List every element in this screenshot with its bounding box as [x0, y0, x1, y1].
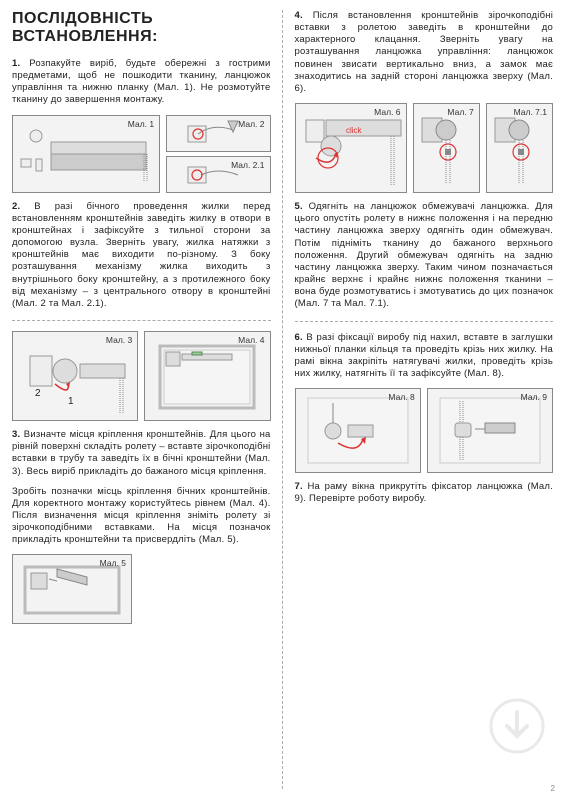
watermark-icon	[489, 698, 545, 754]
page: ПОСЛІДОВНІСТЬ ВСТАНОВЛЕННЯ: 1. Розпакуйт…	[0, 0, 565, 799]
fig-label: Мал. 7.1	[514, 107, 547, 117]
figure-2: Мал. 2	[166, 115, 270, 152]
drill-bracket-icon	[17, 559, 127, 619]
blind-assembly-icon	[16, 124, 156, 184]
left-column: ПОСЛІДОВНІСТЬ ВСТАНОВЛЕННЯ: 1. Розпакуйт…	[0, 0, 283, 799]
fig-label: Мал. 6	[374, 107, 400, 117]
figure-7: Мал. 7	[413, 103, 480, 193]
page-title: ПОСЛІДОВНІСТЬ ВСТАНОВЛЕННЯ:	[12, 10, 271, 46]
figure-6: Мал. 6 click	[295, 103, 407, 193]
figure-21: Мал. 2.1	[166, 156, 270, 193]
fig-label: Мал. 9	[521, 392, 547, 402]
step6-text: 6. В разі фіксації виробу під нахил, вст…	[295, 332, 554, 381]
page-number: 2	[551, 784, 555, 793]
vertical-divider	[282, 10, 283, 789]
step3-text2: Зробіть позначки місць кріплення бічних …	[12, 486, 271, 547]
fig-label: Мал. 2	[238, 119, 264, 129]
figure-71: Мал. 7.1	[486, 103, 553, 193]
fig-label: Мал. 3	[106, 335, 132, 345]
fig-label: Мал. 4	[238, 335, 264, 345]
step4-text: 4. Після встановлення кронштейнів зірочк…	[295, 10, 554, 95]
chain-limiter-icon	[416, 108, 476, 188]
figure-3: Мал. 3 2 1	[12, 331, 138, 421]
level-mount-icon	[152, 336, 262, 416]
step7-text: 7. На раму вікна прикрутіть фіксатор лан…	[295, 481, 554, 505]
fig-row-5: Мал. 5	[12, 554, 271, 624]
step5-text: 5. Одягніть на ланцюжок обмежувачі ланцю…	[295, 201, 554, 310]
h-divider-r	[295, 321, 554, 322]
figure-8: Мал. 8	[295, 388, 421, 473]
svg-text:2: 2	[35, 388, 41, 399]
chain-limiter2-icon	[489, 108, 549, 188]
figure-1: Мал. 1	[12, 115, 160, 193]
chain-fixer-icon	[435, 393, 545, 468]
figure-9: Мал. 9	[427, 388, 553, 473]
figure-4: Мал. 4	[144, 331, 270, 421]
step2-text: 2. В разі бічного проведення жилки перед…	[12, 201, 271, 310]
bracket-assembly-icon: 2 1	[20, 336, 130, 416]
fig-row-67: Мал. 6 click Мал. 7	[295, 103, 554, 193]
h-divider	[12, 320, 271, 321]
right-column: 4. Після встановлення кронштейнів зірочк…	[283, 0, 565, 799]
click-mount-icon: click	[296, 108, 406, 188]
figure-5: Мал. 5	[12, 554, 132, 624]
fig-label: Мал. 7	[447, 107, 473, 117]
step1-text: 1. Розпакуйте виріб, будьте обережні з г…	[12, 58, 271, 107]
fig-label: Мал. 5	[100, 558, 126, 568]
fig-row-89: Мал. 8 Мал. 9	[295, 388, 554, 473]
fig-row-34: Мал. 3 2 1 Мал. 4	[12, 331, 271, 421]
fig-row-1: Мал. 1 Мал. 2	[12, 115, 271, 193]
fig-col-2: Мал. 2 Мал. 2.1	[166, 115, 270, 193]
step3-text1: 3. Визначте місця кріплення кронштейнів.…	[12, 429, 271, 478]
svg-text:click: click	[346, 126, 363, 135]
svg-text:1: 1	[68, 396, 74, 407]
fig-label: Мал. 8	[388, 392, 414, 402]
fig-label: Мал. 1	[128, 119, 154, 129]
tensioner-icon	[303, 393, 413, 468]
fig-label: Мал. 2.1	[231, 160, 264, 170]
